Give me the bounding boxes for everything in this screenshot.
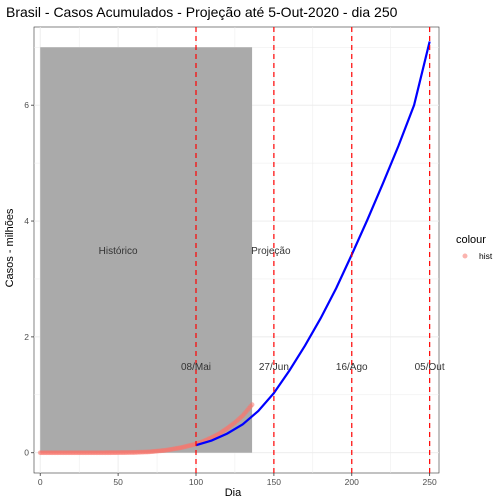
x-axis-title: Dia [225,487,242,499]
series-layer [37,41,431,456]
y-tick-label: 6 [24,100,29,110]
region-label: Projeção [251,246,291,257]
hist-point [249,402,255,408]
legend-label: hist [479,251,493,261]
vline-label: 05/Out [415,362,445,373]
y-tick-label: 2 [24,332,29,342]
legend: colour hist [456,234,493,261]
x-tick-label: 100 [189,477,203,487]
y-tick-label: 0 [24,448,29,458]
x-axis: 0 50 100 150 200 250 [38,473,437,487]
y-tick-label: 4 [24,216,29,226]
y-axis-title: Casos - milhões [4,208,16,287]
vlines [195,27,431,473]
vline-label: 08/Mai [181,362,211,373]
region-label: Histórico [99,246,138,257]
x-tick-label: 200 [345,477,359,487]
vline-label: 16/Ago [336,362,368,373]
y-axis: 0 2 4 6 [24,100,34,458]
x-tick-label: 150 [267,477,281,487]
x-tick-label: 250 [423,477,437,487]
chart-title: Brasil - Casos Acumulados - Projeção até… [6,4,398,20]
x-tick-label: 50 [113,477,123,487]
legend-title: colour [456,234,486,246]
x-tick-label: 0 [38,477,43,487]
shaded-region-rect [40,47,253,453]
shaded-region [40,47,253,453]
vline-label: 27/Jun [259,362,289,373]
projection-line [195,41,431,447]
legend-key [462,253,468,259]
annotations: 08/Mai 27/Jun 16/Ago 05/Out Histórico Projeçã… [99,246,445,373]
